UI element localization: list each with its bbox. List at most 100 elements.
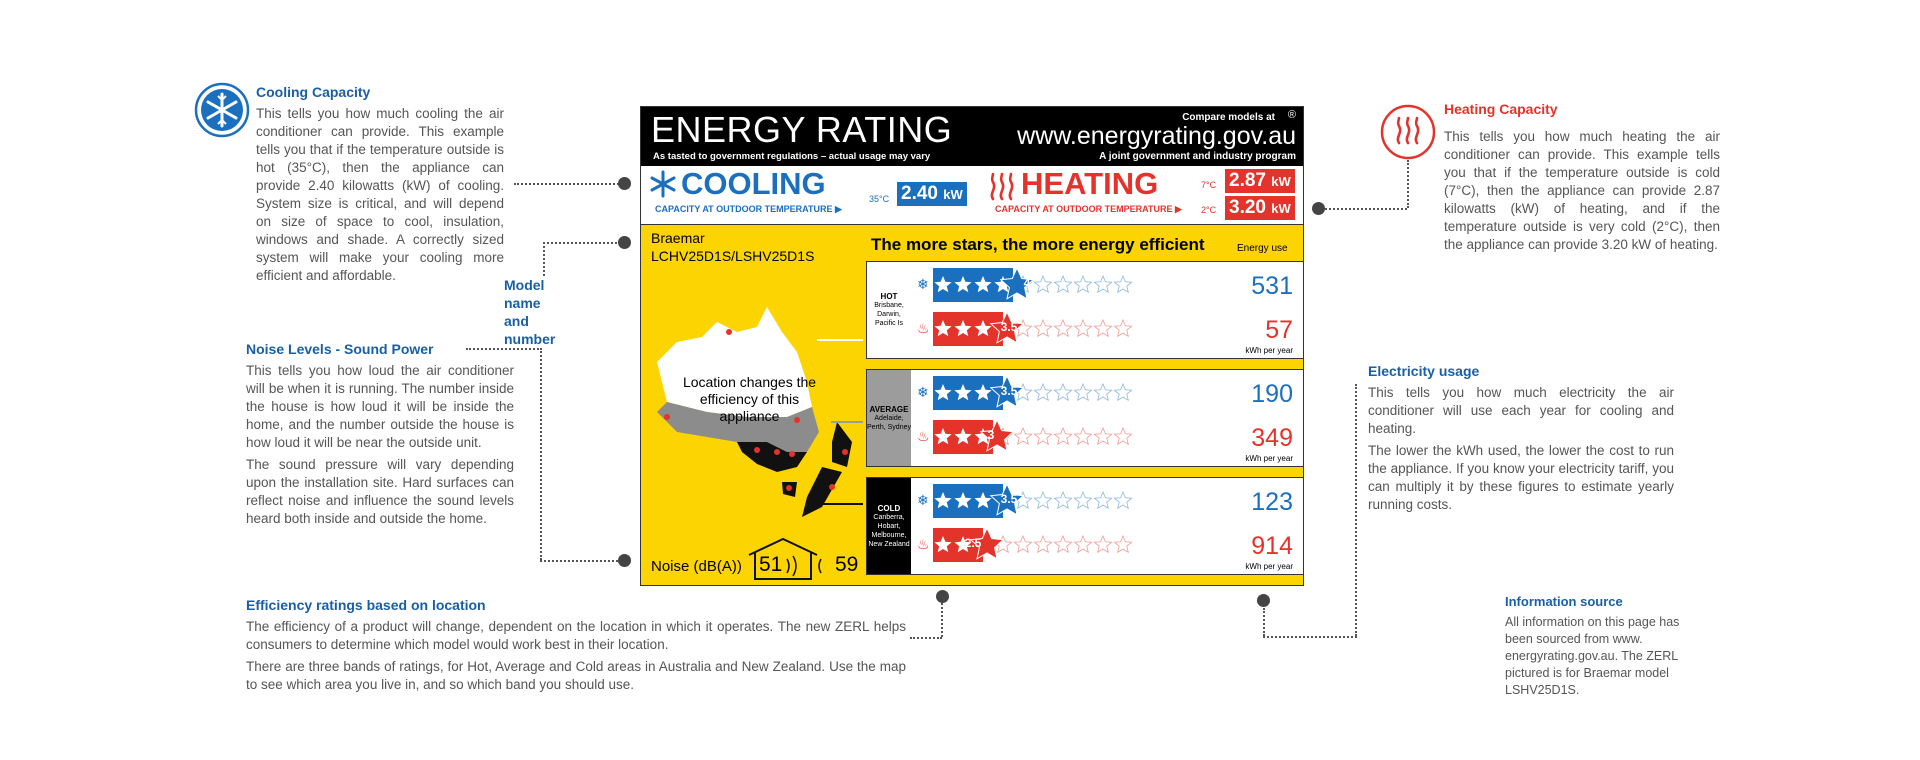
hot-cooling-stars: ❄ 4 [915, 262, 1195, 306]
information-source-text: All information on this page has been so… [1505, 615, 1680, 697]
star-mark [954, 384, 972, 401]
noise-inside-value: 51 [759, 553, 783, 576]
star-mark [1073, 490, 1093, 510]
arrow-to-hot [817, 339, 863, 341]
star-mark [1033, 318, 1053, 338]
star-mark [1113, 534, 1133, 554]
star-mark [954, 428, 972, 445]
rating-badge-star [979, 420, 1015, 452]
electricity-usage-title: Electricity usage [1368, 363, 1480, 379]
band-hot-places: Brisbane, Darwin, Pacific Is [874, 302, 904, 327]
heating-unit-1: kW [1271, 174, 1291, 189]
band-cold-tag: COLD Canberra, Hobart, Melbourne, New Ze… [867, 478, 911, 574]
information-source-title: Information source [1505, 594, 1623, 609]
heating-capacity-title: Heating Capacity [1444, 101, 1558, 117]
star-mark [934, 536, 952, 553]
band-average: AVERAGE Adelaide, Perth, Sydney ❄ 3.5 ♨ … [866, 369, 1303, 467]
star-bar [933, 484, 1133, 518]
capacity-strip: COOLING CAPACITY AT OUTDOOR TEMPERATURE … [641, 166, 1303, 225]
model-name-title: Model name and number [504, 277, 556, 347]
star-mark [954, 276, 972, 293]
label-subtitle: As tasted to government regulations – ac… [653, 151, 931, 162]
star-mark [934, 384, 952, 401]
cooling-capacity-title: Cooling Capacity [256, 84, 371, 100]
snowflake-icon: ❄ [917, 276, 929, 292]
band-average-places: Adelaide, Perth, Sydney [867, 414, 911, 431]
cold-heating-kwh: 914 [1251, 532, 1293, 560]
star-mark [1033, 490, 1053, 510]
star-mark [1073, 534, 1093, 554]
average-kwh-label: kWh per year [1245, 454, 1293, 463]
efficiency-ratings-text-2: There are three bands of ratings, for Ho… [246, 659, 906, 692]
average-heating-kwh: 349 [1251, 424, 1293, 452]
heating-caption: CAPACITY AT OUTDOOR TEMPERATURE ▶ [995, 204, 1182, 214]
cooling-capacity-value: 2.40 kW [897, 182, 967, 206]
star-mark [934, 428, 952, 445]
star-mark [1073, 318, 1093, 338]
cooling-word: COOLING [681, 166, 826, 201]
star-mark [1053, 490, 1073, 510]
star-mark [1053, 426, 1073, 446]
map-text: Location changes the efficiency of this … [682, 374, 817, 424]
star-mark [1093, 382, 1113, 402]
cold-cooling-star-rating: 3.5 [1000, 492, 1018, 506]
electricity-usage-text-2: The lower the kWh used, the lower the co… [1368, 443, 1674, 512]
rating-badge-star [989, 484, 1025, 516]
star-mark [994, 276, 1012, 293]
heat-waves-icon: ♨ [917, 320, 930, 336]
cooling-unit: kW [943, 187, 963, 202]
cold-heating-stars: ♨ 2.5 [915, 522, 1195, 566]
heating-capacity-value-2: 3.20 kW [1225, 196, 1295, 220]
heat-waves-icon: ♨ [917, 428, 930, 444]
cold-kwh-label: kWh per year [1245, 562, 1293, 571]
star-mark [1073, 274, 1093, 294]
rating-badge-star [969, 528, 1005, 560]
hot-heating-star-rating: 3.5 [1000, 320, 1018, 334]
hot-heating-stars: ♨ 3.5 [915, 306, 1195, 350]
heating-value-2: 3.20 [1229, 197, 1266, 218]
heating-icon [1380, 104, 1436, 160]
noise-levels-title: Noise Levels - Sound Power [246, 341, 434, 357]
star-mark [1113, 318, 1133, 338]
rating-badge-star [989, 312, 1025, 344]
noise-label: Noise (dB(A)) [651, 558, 742, 575]
star-mark [1053, 318, 1073, 338]
average-heating-stars: ♨ 3 [915, 414, 1195, 458]
star-mark [1053, 274, 1073, 294]
star-mark [1033, 274, 1053, 294]
heating-temp-1: 7°C [1201, 180, 1217, 190]
average-cooling-kwh: 190 [1251, 380, 1293, 408]
star-bar [933, 528, 1133, 562]
star-mark [934, 320, 952, 337]
label-title: ENERGY RATING [651, 109, 953, 150]
cold-heating-star-rating: 2.5 [964, 536, 982, 550]
band-cold-name: COLD [877, 503, 901, 513]
house-icon [747, 537, 829, 581]
rating-badge-star [989, 376, 1025, 408]
website-link[interactable]: www.energyrating.gov.au [1017, 122, 1296, 150]
efficiency-ratings-text-1: The efficiency of a product will change,… [246, 619, 906, 652]
heat-waves-icon: ♨ [917, 536, 930, 552]
arrow-to-average [831, 421, 863, 423]
star-mark [1093, 534, 1113, 554]
band-average-tag: AVERAGE Adelaide, Perth, Sydney [867, 370, 911, 466]
hot-cooling-kwh: 531 [1251, 272, 1293, 300]
star-mark [954, 536, 972, 553]
average-cooling-star-rating: 3.5 [1000, 384, 1018, 398]
model-number: LCHV25D1S/LSHV25D1S [651, 248, 815, 264]
efficiency-ratings-title: Efficiency ratings based on location [246, 597, 486, 613]
stars-heading: The more stars, the more energy efficien… [871, 235, 1205, 254]
snowflake-icon: ❄ [917, 492, 929, 508]
star-bar [933, 420, 1133, 454]
star-mark [1113, 274, 1133, 294]
star-mark [1013, 534, 1033, 554]
star-bar [933, 312, 1133, 346]
hot-cooling-star-rating: 4 [1023, 276, 1031, 290]
heating-word: HEATING [1021, 166, 1159, 201]
star-mark [934, 276, 952, 293]
cooling-caption: CAPACITY AT OUTDOOR TEMPERATURE ▶ [655, 204, 842, 214]
cooling-icon [194, 82, 250, 138]
star-mark [1013, 426, 1033, 446]
cooling-temp: 35°C [869, 194, 890, 204]
noise-outside-value: 59 [835, 553, 859, 576]
